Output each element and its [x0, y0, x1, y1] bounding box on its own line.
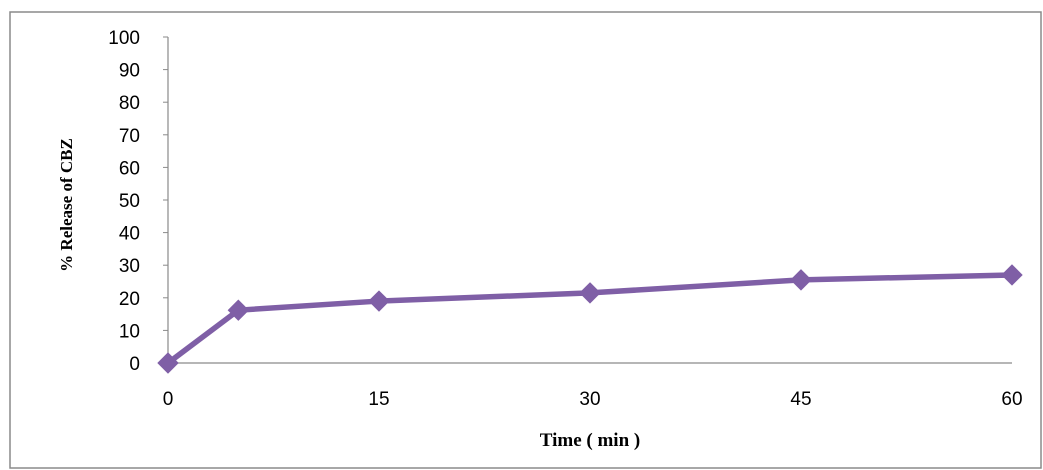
y-tick-label: 10 [119, 321, 140, 342]
data-point-marker [157, 352, 179, 374]
x-tick-label: 15 [368, 389, 389, 410]
x-tick-label: 60 [1001, 389, 1022, 410]
x-tick-label: 0 [163, 389, 174, 410]
data-point-marker [227, 299, 250, 321]
axes-layer: 0 10 20 30 40 50 60 70 80 90 100 0 15 30 45 60 [108, 28, 1022, 410]
y-tick-label: 40 [119, 224, 140, 245]
y-axis-title: % Release of CBZ [57, 138, 76, 272]
data-point-marker [790, 269, 812, 291]
data-point-marker [579, 282, 601, 304]
y-tick-label: 30 [119, 256, 140, 277]
y-tick-label: 70 [119, 126, 140, 147]
x-axis-title: Time ( min ) [540, 430, 640, 451]
chart-frame [9, 11, 1042, 469]
y-tick-label: 0 [129, 354, 140, 375]
y-tick-label: 90 [119, 61, 140, 82]
y-tick-label: 50 [119, 191, 140, 212]
x-tick-label: 30 [579, 389, 600, 410]
y-tick-label: 20 [119, 289, 140, 310]
data-point-marker [1001, 264, 1023, 286]
y-tick-label: 80 [119, 93, 140, 114]
y-tick-label: 100 [108, 28, 140, 49]
y-tick-label: 60 [119, 158, 140, 179]
series-line [165, 272, 1015, 366]
data-point-marker [368, 290, 390, 312]
series-layer [157, 264, 1023, 374]
x-tick-label: 45 [790, 389, 811, 410]
